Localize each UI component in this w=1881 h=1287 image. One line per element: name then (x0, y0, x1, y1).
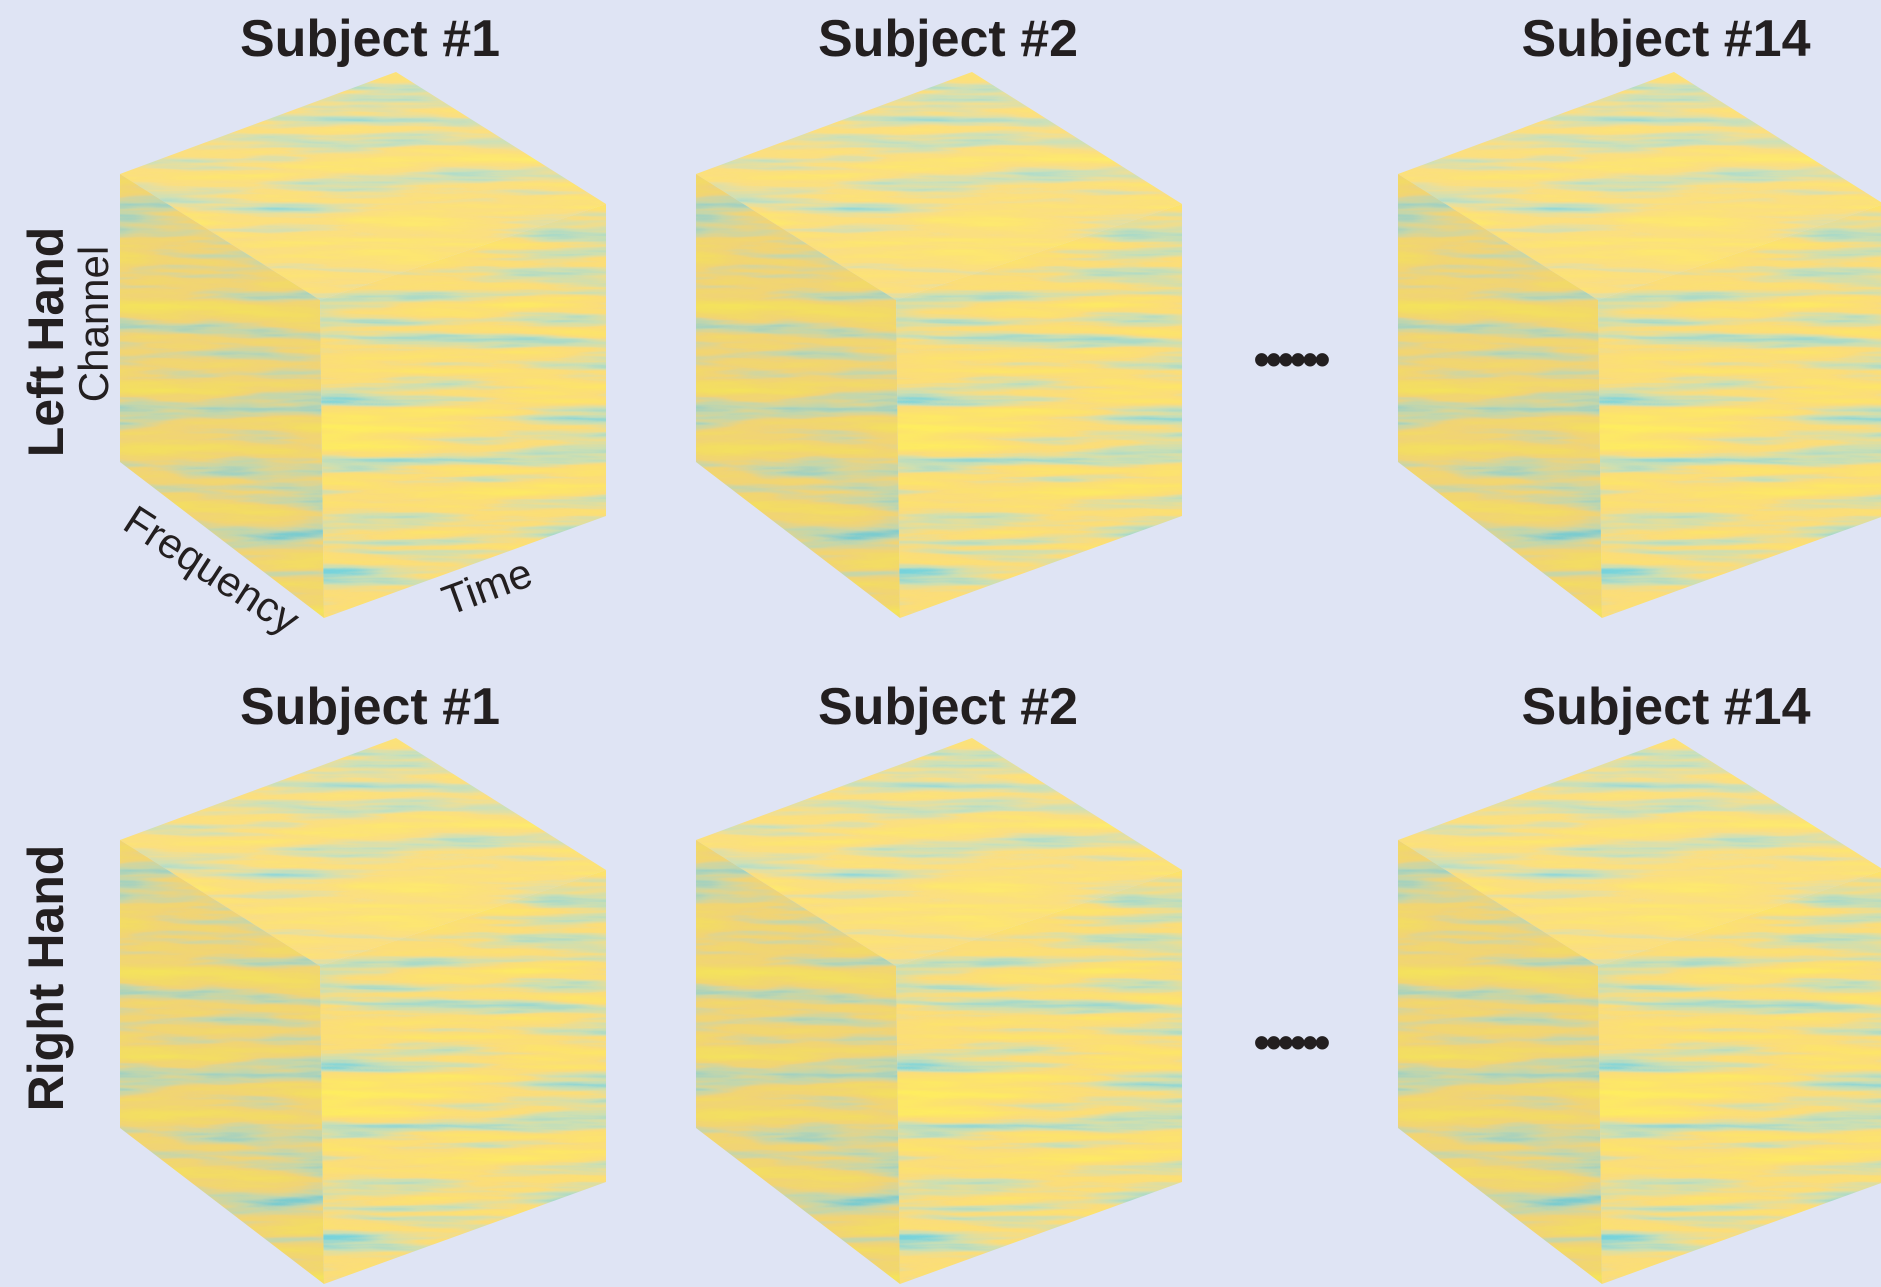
ellipsis: •••••• (1254, 333, 1330, 385)
row-label: Left Hand (18, 227, 74, 458)
subject-title: Subject #2 (818, 10, 1078, 68)
ellipsis: •••••• (1254, 1016, 1330, 1068)
tensor-cube (1398, 72, 1881, 618)
row-label: Right Hand (18, 845, 74, 1112)
subject-title: Subject #1 (240, 678, 500, 736)
subject-title: Subject #1 (240, 10, 500, 68)
tensor-cube (696, 72, 1182, 618)
axis-label: Channel (70, 246, 117, 402)
subject-title: Subject #14 (1521, 678, 1810, 736)
tensor-cube (696, 738, 1182, 1284)
tensor-cube (1398, 738, 1881, 1284)
tensor-cube (120, 738, 606, 1284)
subject-title: Subject #2 (818, 678, 1078, 736)
subject-title: Subject #14 (1521, 10, 1810, 68)
